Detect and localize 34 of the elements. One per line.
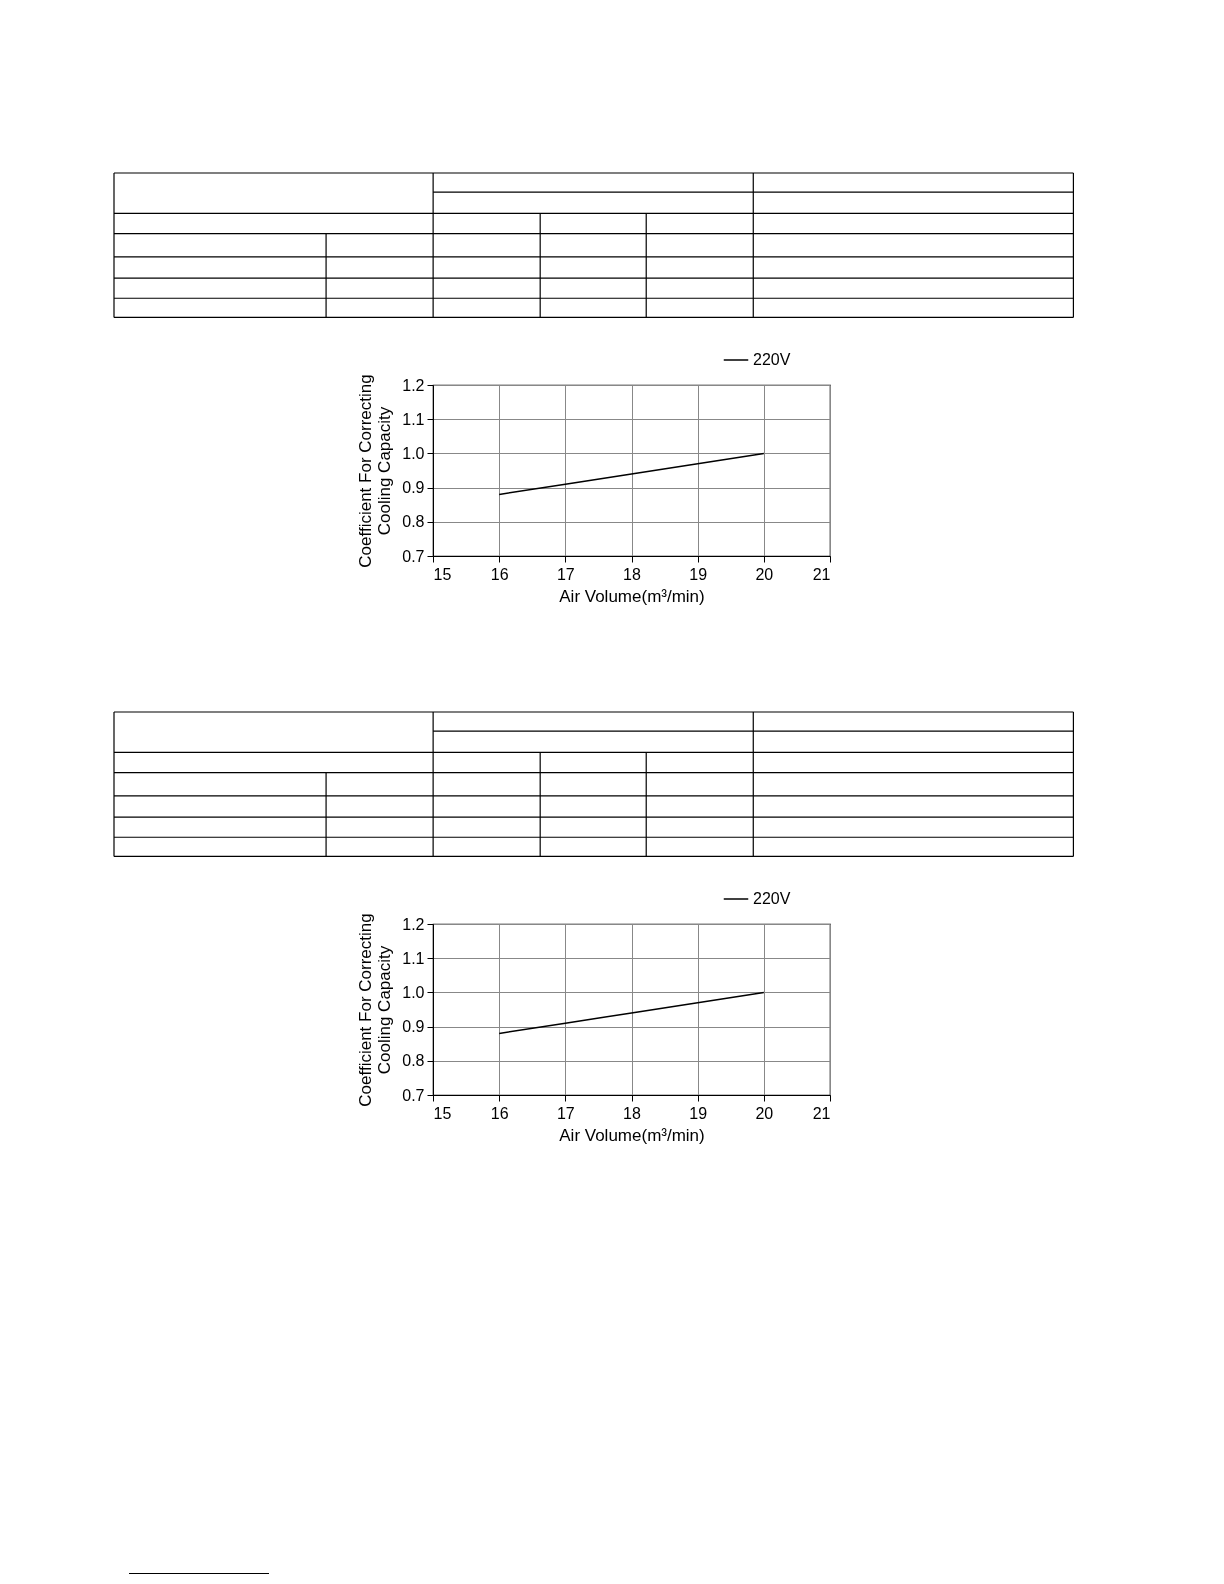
y-tick-label: 0.9 — [402, 1018, 425, 1036]
x-tick-label: 17 — [556, 1104, 575, 1122]
y-axis-title: Coefficient For Correcting Cooling Capacity — [356, 374, 395, 568]
x-tick-label: 15 — [433, 1104, 452, 1122]
line-series — [498, 991, 765, 1035]
legend-label: 220V — [753, 890, 791, 907]
legend-label: 220V — [753, 351, 791, 368]
x-tick-label: 16 — [490, 565, 509, 583]
y-tick-label: 0.7 — [402, 1086, 425, 1104]
y-tick-label: 1.2 — [402, 915, 425, 933]
x-axis-title: Air Volume(m³/min) — [559, 586, 705, 606]
x-tick-label: 18 — [623, 565, 641, 583]
x-tick-label: 21 — [812, 565, 831, 583]
y-tick-label: 0.9 — [402, 479, 425, 497]
x-axis-title: Air Volume(m³/min) — [559, 1125, 705, 1145]
y-tick-label: 1.2 — [402, 376, 425, 394]
y-tick-label: 1.0 — [402, 444, 425, 462]
x-tick-label: 19 — [689, 565, 708, 583]
y-axis-title: Coefficient For Correcting Cooling Capacity — [356, 913, 395, 1107]
x-tick-label: 19 — [689, 1104, 708, 1122]
x-tick-label: 18 — [623, 1104, 641, 1122]
x-tick-label: 15 — [433, 565, 452, 583]
x-tick-label: 16 — [490, 1104, 509, 1122]
y-tick-label: 1.0 — [402, 983, 425, 1001]
y-tick-label: 0.8 — [402, 513, 425, 531]
y-tick-label: 0.8 — [402, 1052, 425, 1070]
x-tick-label: 20 — [755, 1104, 774, 1122]
y-tick-label: 1.1 — [402, 410, 425, 428]
y-tick-label: 1.1 — [402, 949, 425, 967]
line-series — [498, 452, 765, 496]
x-tick-label: 21 — [812, 1104, 831, 1122]
x-tick-label: 17 — [556, 565, 575, 583]
x-tick-label: 20 — [755, 565, 774, 583]
y-tick-label: 0.7 — [402, 547, 425, 565]
